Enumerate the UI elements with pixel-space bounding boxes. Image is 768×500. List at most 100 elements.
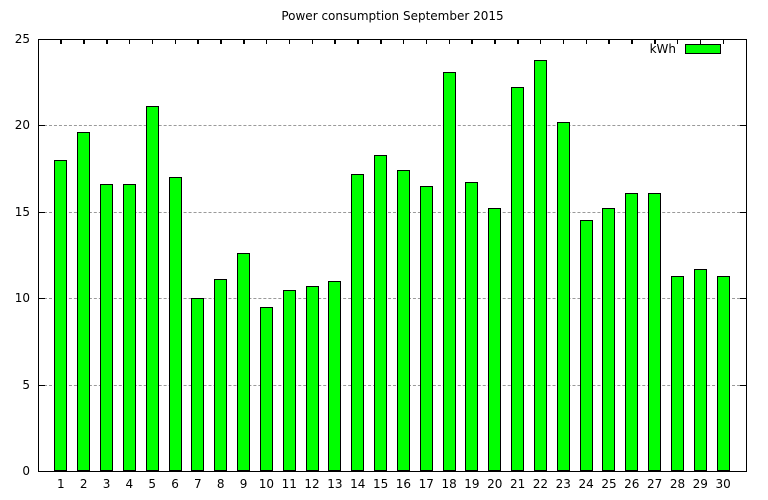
x-tick-label: 3 (102, 477, 111, 491)
x-tick-top (494, 40, 496, 44)
x-tick-top (699, 40, 702, 44)
plot-area (38, 39, 747, 472)
bar-day-3 (100, 184, 114, 471)
y-tick-left (39, 39, 45, 40)
x-tick-top (128, 40, 131, 44)
x-tick-label: 16 (395, 477, 412, 491)
y-tick-label: 5 (22, 377, 30, 392)
x-tick-label: 1 (57, 477, 65, 491)
y-tick-label: 20 (14, 118, 30, 133)
y-tick-right (740, 384, 746, 386)
x-tick-label: 17 (418, 477, 434, 491)
x-tick-top (357, 40, 359, 44)
x-tick-top (562, 40, 565, 44)
x-tick-top (448, 40, 451, 44)
x-tick-top (288, 40, 291, 44)
chart-title: Power consumption September 2015 (281, 9, 504, 23)
bar-day-30 (716, 275, 730, 471)
x-tick-label: 11 (281, 477, 297, 491)
x-tick-top (334, 40, 336, 44)
bar-day-21 (511, 87, 525, 471)
y-tick-right (740, 471, 746, 472)
x-tick-label: 9 (239, 477, 248, 491)
bar-day-6 (168, 177, 182, 471)
x-tick-label: 26 (624, 477, 640, 491)
x-tick-top (174, 40, 177, 44)
y-tick-left (39, 211, 45, 213)
bar-day-13 (328, 280, 342, 471)
x-tick-label: 22 (532, 477, 549, 491)
y-tick-right (740, 39, 746, 40)
y-tick-label: 25 (14, 32, 30, 46)
legend-swatch (685, 44, 721, 54)
x-tick-top (197, 40, 199, 44)
x-tick-top (106, 40, 108, 44)
bar-day-25 (602, 208, 616, 471)
bar-day-11 (282, 289, 296, 471)
x-tick-top (83, 40, 85, 44)
x-tick-label: 7 (194, 477, 202, 491)
gridline-20 (39, 125, 745, 127)
bar-day-18 (442, 71, 456, 471)
bar-day-7 (191, 298, 205, 471)
x-tick-label: 14 (350, 477, 366, 491)
y-tick-right (740, 211, 746, 213)
bar-day-19 (465, 182, 479, 471)
x-tick-top (243, 40, 245, 44)
bar-day-14 (351, 173, 365, 471)
x-tick-top (265, 40, 268, 44)
x-tick-top (60, 40, 62, 44)
y-tick-left (39, 125, 45, 127)
x-tick-top (676, 40, 679, 44)
x-tick-top (517, 40, 519, 44)
bar-day-1 (54, 159, 68, 471)
x-tick-top (380, 40, 382, 44)
bar-day-27 (648, 192, 662, 471)
x-tick-label: 23 (555, 477, 571, 491)
x-tick-label: 27 (647, 477, 663, 491)
bar-day-23 (556, 121, 570, 471)
bar-day-29 (693, 268, 707, 471)
x-tick-top (585, 40, 588, 44)
x-tick-top (722, 40, 725, 44)
x-tick-label: 15 (372, 477, 389, 491)
bar-day-2 (77, 132, 91, 471)
y-tick-left (39, 384, 45, 386)
x-tick-top (220, 40, 222, 44)
bar-day-15 (374, 154, 388, 471)
legend: kWh (600, 42, 734, 56)
x-tick-top (425, 40, 428, 44)
bar-day-16 (396, 170, 410, 471)
x-tick-label: 18 (441, 477, 457, 491)
gridline-10 (39, 298, 745, 300)
x-tick-label: 19 (464, 477, 480, 491)
y-tick-right (740, 298, 746, 300)
x-tick-label: 28 (669, 477, 686, 491)
x-tick-label: 24 (578, 477, 594, 491)
y-tick-label: 10 (14, 291, 30, 306)
y-tick-label: 15 (14, 204, 30, 219)
y-tick-label: 0 (22, 464, 30, 478)
x-tick-label: 20 (487, 477, 503, 491)
x-tick-top (631, 40, 633, 44)
x-tick-label: 30 (715, 477, 731, 491)
y-tick-right (740, 125, 746, 127)
x-tick-label: 4 (125, 477, 134, 491)
bar-day-22 (533, 59, 547, 471)
x-tick-top (402, 40, 405, 44)
x-tick-label: 25 (601, 477, 617, 491)
bar-day-26 (625, 192, 639, 471)
x-tick-top (608, 40, 610, 44)
x-tick-label: 8 (216, 477, 225, 491)
y-tick-left (39, 298, 45, 300)
bar-day-9 (237, 253, 251, 471)
bar-day-4 (122, 184, 136, 471)
legend-label: kWh (649, 42, 676, 56)
bar-day-17 (419, 185, 433, 471)
x-tick-top (654, 40, 656, 44)
gridline-5 (39, 384, 745, 386)
bar-day-24 (579, 220, 593, 471)
x-tick-label: 29 (692, 477, 708, 491)
x-tick-label: 5 (148, 477, 156, 491)
